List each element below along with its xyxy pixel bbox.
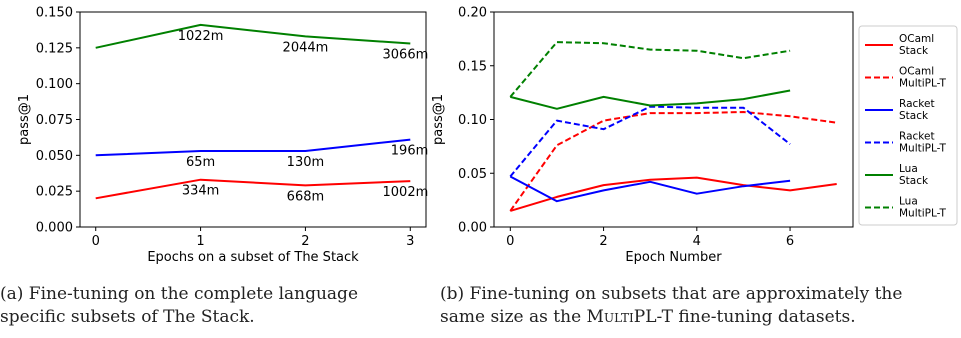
- chart-a-axes-frame: [79, 11, 427, 228]
- chart-a-ytick-label: 0.025: [36, 185, 73, 200]
- chart-b-series-line-1: [509, 111, 837, 212]
- legend-b: OCamlStackOCamlMultiPL-TRacketStackRacke…: [858, 25, 958, 226]
- chart-a-ytick-label: 0.125: [36, 41, 73, 56]
- chart-a-series-line-1: [95, 138, 411, 157]
- chart-b-xtick-label: 0: [506, 234, 514, 249]
- caption-a-line2: specific subsets of The Stack.: [0, 307, 255, 327]
- chart-b-xlabel: Epoch Number: [625, 250, 722, 265]
- chart-a-data-label: 65m: [186, 155, 215, 170]
- caption-a-line1: (a) Fine-tuning on the complete language: [0, 284, 359, 304]
- chart-a-ytick-label: 0.100: [36, 77, 73, 92]
- chart-a-series-line-0: [95, 178, 411, 200]
- chart-a-data-label: 1022m: [178, 29, 224, 44]
- chart-b-ytick-label: 0.00: [458, 221, 487, 236]
- legend-entry-line2: Stack: [899, 45, 929, 57]
- chart-a-xtick-label: 3: [406, 234, 414, 249]
- chart-b-ytick-label: 0.20: [458, 6, 487, 21]
- chart-a-ytick-label: 0.075: [36, 113, 73, 128]
- legend-entry-line1: Lua: [899, 196, 918, 208]
- caption-b-line2: same size as the MultiPL-T fine-tuning d…: [440, 306, 902, 329]
- chart-a-data-label: 196m: [391, 144, 428, 159]
- chart-b-xtick-label: 2: [599, 234, 607, 249]
- legend-entry-line1: OCaml: [899, 66, 934, 78]
- chart-a-xlabel: Epochs on a subset of The Stack: [147, 250, 359, 265]
- legend-entry-line2: Stack: [899, 110, 929, 122]
- caption-b: (b) Fine-tuning on subsets that are appr…: [440, 283, 902, 329]
- chart-a-data-label: 668m: [287, 189, 324, 204]
- chart-b-axes-frame: [493, 11, 854, 228]
- chart-a-series-line-2: [95, 23, 411, 49]
- caption-b-line2-pre: same size as the: [440, 307, 587, 327]
- chart-a-data-label: 130m: [287, 155, 324, 170]
- chart-a-data-label: 1002m: [383, 185, 429, 200]
- legend-entry-line2: Stack: [899, 175, 929, 187]
- chart-a-xtick-label: 2: [301, 234, 309, 249]
- chart-a-data-label: 3066m: [383, 48, 429, 63]
- chart-b-series-line-2: [509, 175, 791, 203]
- chart-a: 0.000 0.025 0.050 0.075 0.100 0.125 0.150 0 1 2 3 E…: [17, 6, 428, 266]
- legend-entry-line1: Racket: [899, 131, 935, 143]
- legend-entry-line2: MultiPL-T: [899, 208, 946, 220]
- chart-b-xtick-label: 6: [786, 234, 794, 249]
- chart-a-data-label: 334m: [182, 184, 219, 199]
- chart-b-series-line-3: [509, 105, 791, 178]
- caption-b-line1: (b) Fine-tuning on subsets that are appr…: [440, 284, 903, 304]
- legend-entry-line1: OCaml: [899, 33, 934, 45]
- chart-b-ytick-label: 0.15: [458, 59, 487, 74]
- chart-a-ylabel: pass@1: [17, 94, 32, 145]
- chart-b-ylabel: pass@1: [431, 94, 446, 145]
- chart-b-series-line-0: [510, 176, 837, 212]
- chart-b-xtick-label: 4: [693, 234, 701, 249]
- legend-entry-line1: Lua: [899, 163, 918, 175]
- chart-b: 0.00 0.05 0.10 0.15 0.20 0 2 4 6 Epoch Number pass…: [431, 6, 854, 265]
- chart-b-ytick-label: 0.05: [458, 167, 487, 182]
- caption-b-line2-post: fine-tuning datasets.: [673, 307, 856, 327]
- chart-a-data-label: 2044m: [283, 40, 329, 55]
- chart-b-series-line-4: [510, 89, 791, 110]
- chart-a-xtick-label: 1: [196, 234, 204, 249]
- legend-entry-line1: Racket: [899, 98, 935, 110]
- chart-a-xtick-label: 0: [92, 234, 100, 249]
- legend-entry-line2: MultiPL-T: [899, 143, 946, 155]
- caption-b-brand: MultiPL-T: [586, 307, 674, 327]
- chart-a-ytick-label: 0.000: [36, 221, 73, 236]
- chart-b-series-line-5: [509, 41, 791, 98]
- caption-a: (a) Fine-tuning on the complete language…: [0, 283, 358, 329]
- legend-entry-line2: MultiPL-T: [899, 78, 946, 90]
- chart-a-ytick-label: 0.150: [36, 6, 73, 21]
- chart-b-ytick-label: 0.10: [458, 113, 487, 128]
- chart-a-ytick-label: 0.050: [36, 149, 73, 164]
